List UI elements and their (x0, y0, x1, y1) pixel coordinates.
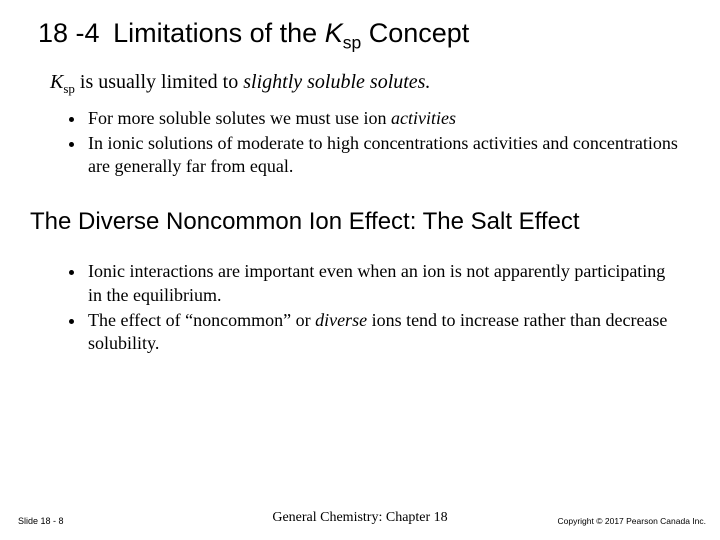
title-sp-subscript: sp (343, 32, 362, 52)
intro-sp-subscript: sp (63, 81, 75, 96)
slide-title: 18 -4 Limitations of the Ksp Concept (38, 18, 682, 53)
bullet-b2: The effect of “noncommon” or diverse ion… (86, 309, 682, 355)
intro-k-italic: K (50, 71, 63, 93)
intro-emph: slightly soluble solutes. (243, 71, 430, 93)
bullet-a1-em: activities (391, 108, 456, 128)
title-text-before: Limitations of the (113, 18, 325, 48)
slide-body: 18 -4 Limitations of the Ksp Concept Ksp… (0, 0, 720, 355)
bullet-a2-text: In ionic solutions of moderate to high c… (88, 133, 678, 176)
bullet-b2-a: The effect of “noncommon” or (88, 310, 315, 330)
bullet-a1: For more soluble solutes we must use ion… (86, 107, 682, 130)
intro-mid: is usually limited to (75, 71, 243, 93)
bullet-b1-text: Ionic interactions are important even wh… (88, 261, 665, 304)
title-k-italic: K (325, 18, 343, 48)
title-section-number: 18 -4 (38, 18, 100, 48)
bullet-a1-text: For more soluble solutes we must use ion (88, 108, 391, 128)
title-text-after: Concept (361, 18, 469, 48)
intro-line: Ksp is usually limited to slightly solub… (50, 71, 682, 97)
bullet-list-a: For more soluble solutes we must use ion… (86, 107, 682, 178)
bullet-a2: In ionic solutions of moderate to high c… (86, 132, 682, 178)
bullet-b2-em: diverse (315, 310, 367, 330)
footer-copyright: Copyright © 2017 Pearson Canada Inc. (558, 516, 707, 526)
subheading: The Diverse Noncommon Ion Effect: The Sa… (30, 208, 682, 236)
bullet-b1: Ionic interactions are important even wh… (86, 260, 682, 306)
bullet-list-b: Ionic interactions are important even wh… (86, 260, 682, 354)
